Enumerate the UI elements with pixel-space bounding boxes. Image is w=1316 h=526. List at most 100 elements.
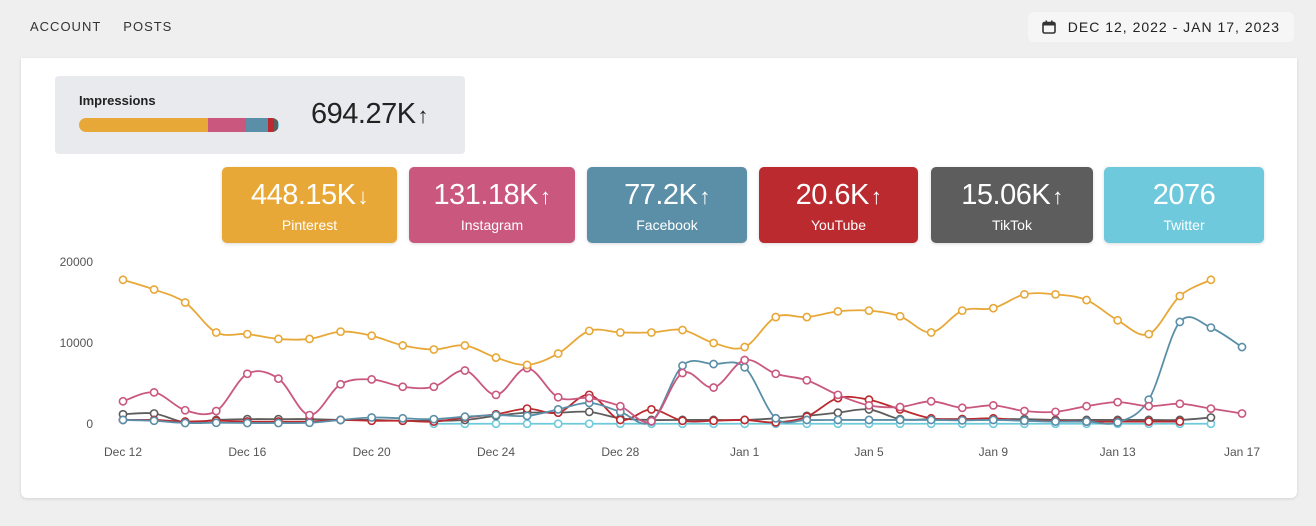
data-point[interactable] [1113, 417, 1123, 427]
data-point[interactable] [988, 400, 998, 410]
data-point[interactable] [398, 341, 408, 350]
platform-card-instagram[interactable]: 131.18K↑ Instagram [409, 167, 575, 243]
data-point[interactable] [864, 306, 874, 315]
data-point[interactable] [678, 325, 687, 335]
data-point[interactable] [1051, 417, 1060, 426]
data-point[interactable] [1144, 417, 1154, 426]
data-point[interactable] [367, 331, 377, 341]
data-point[interactable] [584, 326, 594, 336]
data-point[interactable] [647, 405, 656, 414]
data-point[interactable] [895, 415, 905, 425]
data-point[interactable] [740, 415, 750, 425]
data-point[interactable] [336, 327, 345, 337]
data-point[interactable] [180, 298, 190, 307]
data-point[interactable] [211, 328, 221, 337]
data-point[interactable] [615, 401, 625, 411]
data-point[interactable] [926, 328, 936, 337]
platform-card-tiktok[interactable]: 15.06K↑ TikTok [931, 167, 1093, 243]
data-point[interactable] [118, 396, 128, 406]
data-point[interactable] [398, 382, 408, 392]
data-point[interactable] [429, 414, 439, 424]
date-range-picker[interactable]: DEC 12, 2022 - JAN 17, 2023 [1027, 12, 1294, 42]
data-point[interactable] [522, 411, 532, 421]
data-point[interactable] [398, 413, 408, 423]
data-point[interactable] [615, 328, 625, 337]
data-point[interactable] [118, 415, 128, 425]
data-point[interactable] [491, 390, 501, 400]
data-point[interactable] [957, 306, 967, 315]
data-point[interactable] [771, 312, 781, 322]
data-point[interactable] [957, 415, 967, 425]
data-point[interactable] [1237, 342, 1247, 352]
data-point[interactable] [615, 415, 625, 425]
data-point[interactable] [553, 349, 563, 358]
data-point[interactable] [709, 383, 718, 392]
data-point[interactable] [522, 404, 532, 414]
data-point[interactable] [926, 396, 936, 406]
data-point[interactable] [895, 311, 905, 321]
data-point[interactable] [242, 418, 252, 428]
data-point[interactable] [709, 338, 718, 348]
data-point[interactable] [429, 382, 439, 392]
data-point[interactable] [522, 360, 532, 370]
data-point[interactable] [740, 342, 750, 352]
data-point[interactable] [864, 400, 874, 410]
data-point[interactable] [460, 341, 470, 350]
data-point[interactable] [553, 419, 563, 429]
data-point[interactable] [491, 353, 501, 362]
data-point[interactable] [584, 407, 594, 417]
data-point[interactable] [491, 419, 501, 429]
data-point[interactable] [926, 415, 936, 425]
platform-card-twitter[interactable]: 2076 Twitter [1104, 167, 1264, 243]
data-point[interactable] [709, 359, 718, 369]
data-point[interactable] [1206, 404, 1216, 414]
data-point[interactable] [1020, 406, 1029, 416]
data-point[interactable] [460, 366, 470, 375]
data-point[interactable] [771, 413, 781, 423]
data-point[interactable] [211, 406, 221, 416]
data-point[interactable] [1051, 407, 1060, 417]
data-point[interactable] [553, 392, 563, 402]
data-point[interactable] [149, 285, 159, 294]
data-point[interactable] [1020, 416, 1029, 426]
data-point[interactable] [1237, 409, 1247, 418]
data-point[interactable] [988, 415, 998, 425]
data-point[interactable] [1144, 401, 1154, 411]
data-point[interactable] [1113, 397, 1123, 407]
data-point[interactable] [305, 418, 314, 428]
data-point[interactable] [180, 405, 190, 415]
data-point[interactable] [584, 393, 594, 403]
data-point[interactable] [584, 419, 594, 429]
data-point[interactable] [740, 362, 750, 372]
data-point[interactable] [771, 369, 781, 379]
platform-card-youtube[interactable]: 20.6K↑ YouTube [759, 167, 918, 243]
data-point[interactable] [1206, 323, 1216, 333]
data-point[interactable] [1113, 315, 1123, 325]
data-point[interactable] [1082, 401, 1091, 411]
data-point[interactable] [833, 307, 843, 316]
data-point[interactable] [1144, 329, 1154, 339]
data-point[interactable] [367, 413, 377, 422]
data-point[interactable] [957, 403, 967, 413]
data-point[interactable] [460, 412, 470, 422]
data-point[interactable] [1175, 317, 1185, 327]
data-point[interactable] [1175, 417, 1185, 426]
data-point[interactable] [211, 418, 221, 428]
platform-card-pinterest[interactable]: 448.15K↓ Pinterest [222, 167, 397, 243]
data-point[interactable] [1206, 413, 1216, 422]
data-point[interactable] [336, 379, 345, 389]
data-point[interactable] [242, 329, 252, 339]
data-point[interactable] [1082, 417, 1091, 426]
data-point[interactable] [522, 419, 532, 429]
data-point[interactable] [305, 410, 314, 420]
data-point[interactable] [678, 361, 687, 371]
data-point[interactable] [274, 418, 283, 428]
data-point[interactable] [740, 355, 750, 365]
data-point[interactable] [988, 303, 998, 313]
data-point[interactable] [833, 408, 843, 418]
data-point[interactable] [149, 416, 159, 426]
data-point[interactable] [274, 374, 283, 384]
data-point[interactable] [242, 369, 252, 379]
data-point[interactable] [833, 415, 843, 425]
data-point[interactable] [553, 405, 563, 414]
